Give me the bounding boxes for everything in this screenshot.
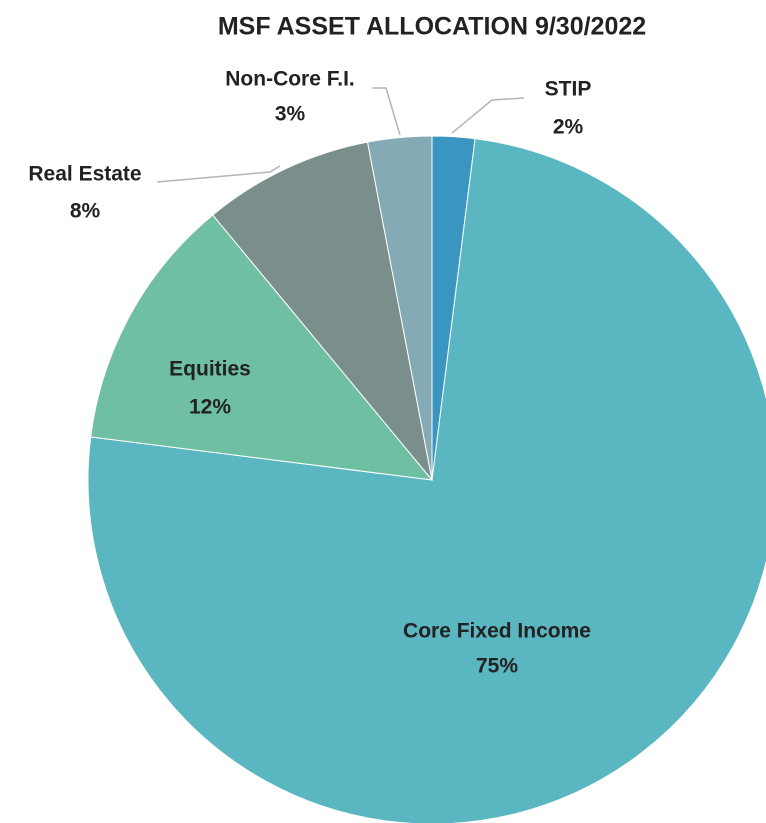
slice-label: Equities [169,358,251,381]
pie-slice [87,138,766,823]
slice-value: 2% [553,116,584,139]
slice-value: 3% [275,103,306,126]
pie-slice [90,214,434,481]
slice-value: 8% [70,200,101,223]
slice-value: 12% [189,396,231,419]
leader-line [372,87,401,136]
slice-label: Non-Core F.I. [225,68,355,91]
slice-label: Real Estate [28,163,141,186]
pie-slice [212,141,433,481]
slice-label: Core Fixed Income [403,620,591,643]
leader-line [451,97,525,134]
slice-value: 75% [476,655,518,678]
chart-title: MSF ASSET ALLOCATION 9/30/2022 [218,13,646,41]
leader-line [156,165,281,183]
slice-label: STIP [545,78,592,101]
pie-slice [366,135,433,481]
